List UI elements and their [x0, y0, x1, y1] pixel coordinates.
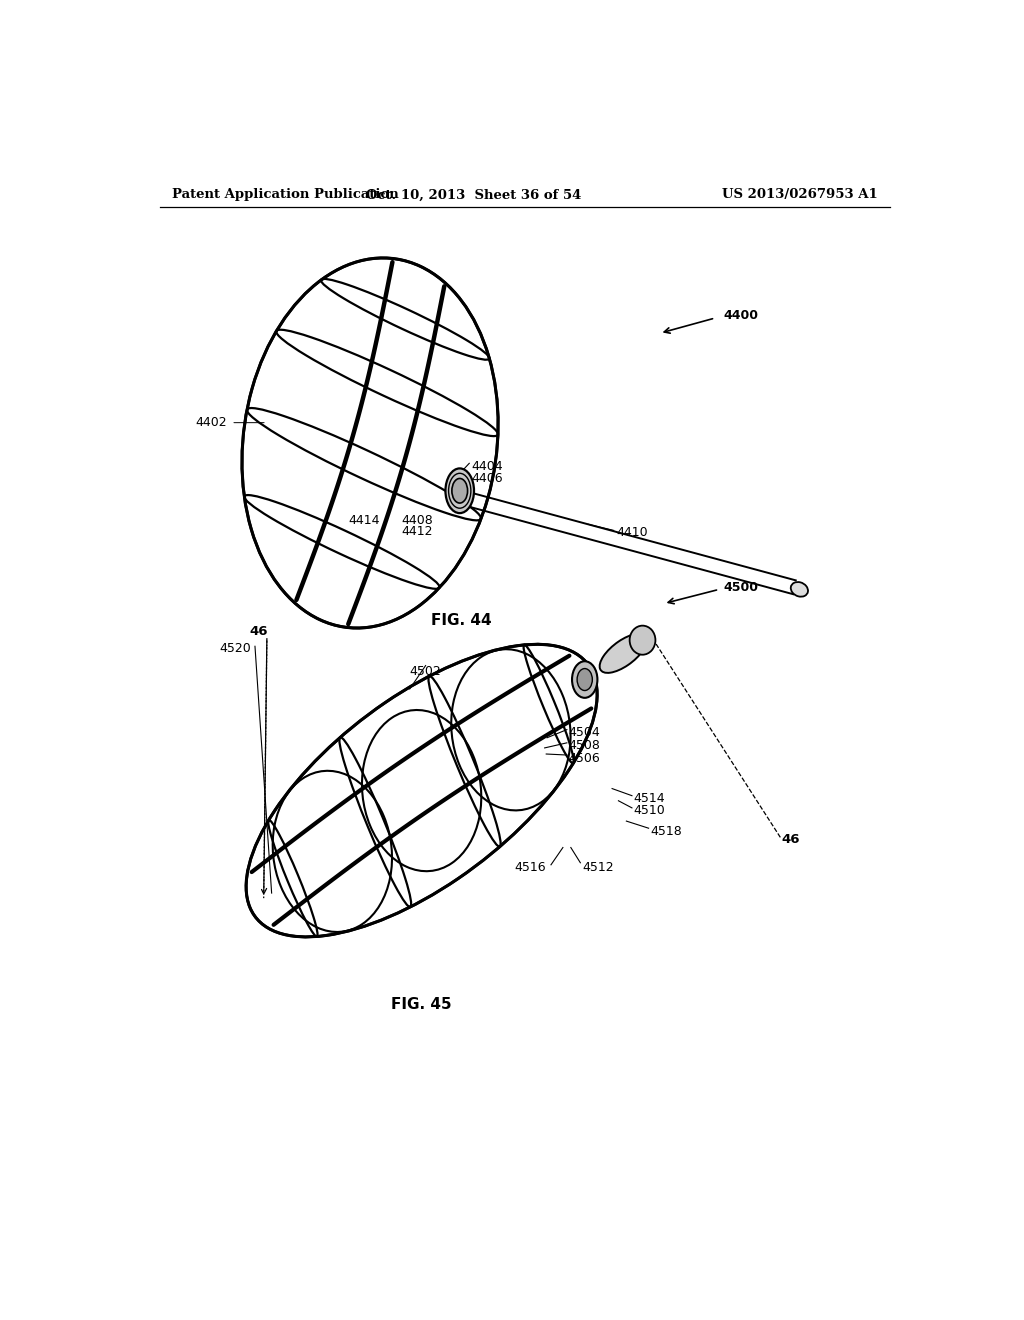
Text: 46: 46 — [250, 624, 268, 638]
Text: FIG. 45: FIG. 45 — [391, 997, 452, 1011]
Text: Patent Application Publication: Patent Application Publication — [172, 189, 398, 202]
Ellipse shape — [630, 626, 655, 655]
Text: 4502: 4502 — [410, 665, 441, 678]
Ellipse shape — [452, 478, 468, 503]
Text: 4518: 4518 — [650, 825, 682, 838]
Text: US 2013/0267953 A1: US 2013/0267953 A1 — [722, 189, 878, 202]
Ellipse shape — [445, 469, 474, 513]
Text: 4404: 4404 — [472, 459, 503, 473]
Text: 4520: 4520 — [219, 642, 251, 655]
Text: 4410: 4410 — [616, 525, 648, 539]
Text: FIG. 44: FIG. 44 — [431, 614, 492, 628]
Ellipse shape — [791, 582, 808, 597]
Text: 4400: 4400 — [723, 309, 758, 322]
Text: 4508: 4508 — [568, 739, 600, 752]
Text: 4412: 4412 — [401, 525, 433, 539]
Text: 4504: 4504 — [568, 726, 600, 739]
Text: 46: 46 — [781, 833, 800, 846]
Text: 4512: 4512 — [582, 862, 613, 874]
Ellipse shape — [578, 668, 592, 690]
Text: 4408: 4408 — [401, 513, 433, 527]
Text: 4402: 4402 — [196, 416, 227, 429]
Text: 4516: 4516 — [515, 862, 546, 874]
Text: Oct. 10, 2013  Sheet 36 of 54: Oct. 10, 2013 Sheet 36 of 54 — [366, 189, 581, 202]
Ellipse shape — [572, 661, 597, 698]
Text: 4500: 4500 — [723, 581, 758, 594]
Text: 4414: 4414 — [349, 513, 380, 527]
Ellipse shape — [600, 634, 647, 673]
Text: 4406: 4406 — [472, 473, 503, 484]
Text: 4514: 4514 — [634, 792, 666, 805]
Text: 4506: 4506 — [568, 751, 600, 764]
Text: 4510: 4510 — [634, 804, 666, 817]
